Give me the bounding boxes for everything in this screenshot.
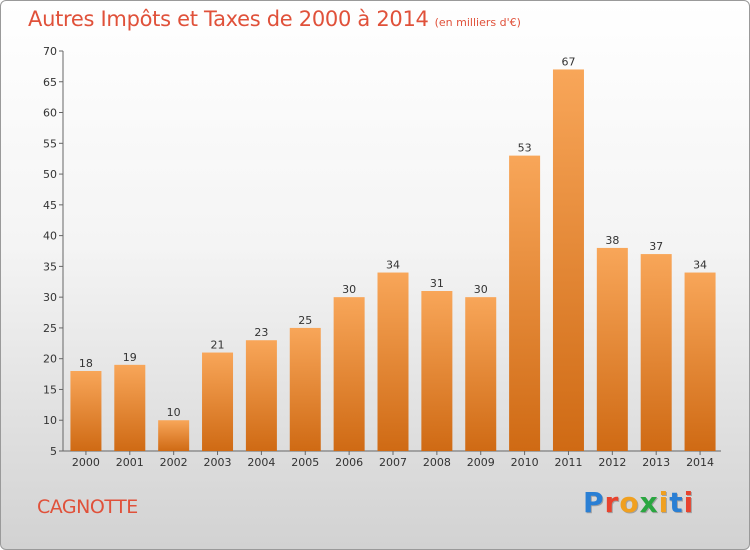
y-tick-label: 40: [43, 230, 57, 243]
x-tick-label-2005: 2005: [291, 456, 319, 469]
bar-2002: [158, 420, 190, 451]
value-label-2006: 30: [342, 283, 356, 296]
value-label-2004: 23: [254, 326, 268, 339]
y-tick-label: 15: [43, 383, 57, 396]
bar-2006: [333, 297, 365, 451]
y-tick-label: 45: [43, 199, 57, 212]
bar-2009: [465, 297, 497, 451]
bar-2012: [596, 247, 628, 451]
value-label-2005: 25: [298, 314, 312, 327]
value-label-2007: 34: [386, 259, 400, 272]
x-tick-label-2014: 2014: [686, 456, 714, 469]
value-label-2009: 30: [474, 283, 488, 296]
x-tick-label-2003: 2003: [204, 456, 232, 469]
y-tick-label: 25: [43, 322, 57, 335]
y-tick-label: 35: [43, 260, 57, 273]
y-tick-label: 30: [43, 291, 57, 304]
value-label-2001: 19: [123, 351, 137, 364]
logo-letter: i: [658, 486, 670, 519]
x-tick-label-2000: 2000: [72, 456, 100, 469]
bar-2005: [289, 327, 321, 451]
value-label-2013: 37: [649, 240, 663, 253]
logo-letter: r: [604, 486, 620, 519]
value-label-2003: 21: [211, 339, 225, 352]
value-label-2008: 31: [430, 277, 444, 290]
value-labels: 18 19 10 21 23 25 30 34 31 30 53 67 38 37 34: [79, 55, 707, 419]
y-axis: 5 10 15 20 25 30 35 40 45 50 55 60 65 70: [43, 45, 64, 458]
logo-letter: P: [583, 486, 605, 519]
value-label-2010: 53: [518, 142, 532, 155]
logo-letter: o: [619, 486, 640, 519]
chart-title-block: Autres Impôts et Taxes de 2000 à 2014 (en…: [28, 7, 521, 31]
bar-2008: [421, 291, 453, 451]
y-tick-label: 5: [50, 445, 57, 458]
value-label-2000: 18: [79, 357, 93, 370]
x-tick-label-2011: 2011: [554, 456, 582, 469]
x-tick-label-2010: 2010: [511, 456, 539, 469]
x-tick-label-2007: 2007: [379, 456, 407, 469]
logo-letter: i: [683, 486, 695, 519]
value-label-2002: 10: [167, 406, 181, 419]
bar-2004: [245, 340, 277, 451]
x-tick-label-2012: 2012: [598, 456, 626, 469]
x-tick-label-2009: 2009: [467, 456, 495, 469]
y-tick-label: 20: [43, 353, 57, 366]
x-tick-label-2004: 2004: [247, 456, 275, 469]
value-label-2012: 38: [605, 234, 619, 247]
y-tick-label: 65: [43, 76, 57, 89]
y-tick-label: 55: [43, 137, 57, 150]
bar-2007: [377, 272, 409, 451]
bar-2011: [552, 69, 584, 451]
commune-name: CAGNOTTE: [37, 496, 138, 518]
y-tick-label: 60: [43, 107, 57, 120]
y-tick-label: 10: [43, 414, 57, 427]
x-axis: 2000 2001 2002 2003 2004 2005 2006 2007 2008 2009…: [63, 450, 721, 469]
bars: [70, 69, 716, 451]
x-tick-label-2002: 2002: [160, 456, 188, 469]
y-tick-label: 50: [43, 168, 57, 181]
value-label-2011: 67: [561, 55, 575, 68]
x-tick-label-2006: 2006: [335, 456, 363, 469]
x-tick-label-2001: 2001: [116, 456, 144, 469]
x-tick-label-2008: 2008: [423, 456, 451, 469]
bar-2003: [202, 352, 234, 451]
proxiti-logo[interactable]: Proxiti: [583, 486, 694, 519]
y-tick-label: 70: [43, 45, 57, 58]
bar-2010: [509, 155, 541, 451]
chart-title: Autres Impôts et Taxes de 2000 à 2014: [28, 7, 429, 31]
bar-2001: [114, 364, 146, 451]
chart-unit-note: (en milliers d'€): [434, 16, 521, 29]
bar-2013: [640, 254, 672, 451]
bar-2014: [684, 272, 716, 451]
logo-letter: t: [669, 486, 684, 519]
value-label-2014: 34: [693, 259, 707, 272]
x-tick-label-2013: 2013: [642, 456, 670, 469]
bar-2000: [70, 371, 102, 451]
logo-letter: x: [639, 486, 659, 519]
